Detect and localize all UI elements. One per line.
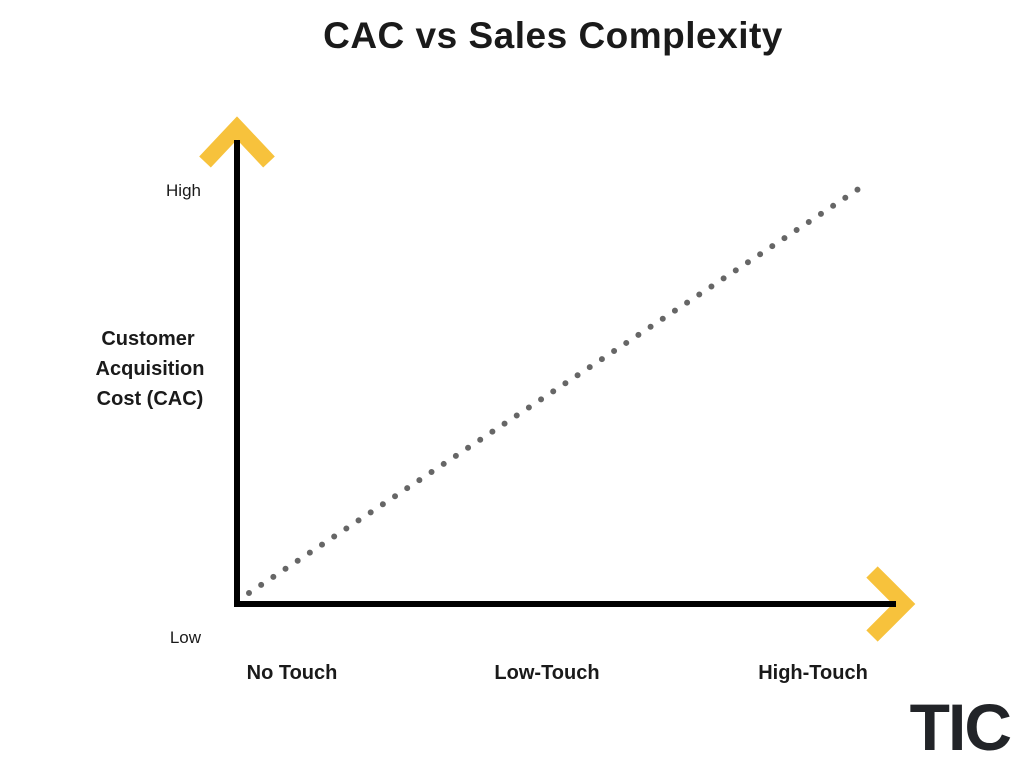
x-label: No Touch — [247, 662, 338, 684]
x-arrow-head — [866, 566, 916, 642]
y-axis-title: Cost (CAC) — [97, 388, 204, 410]
logo: TIC — [910, 690, 1011, 764]
y-low-label: Low — [170, 628, 202, 647]
title: CAC vs Sales Complexity — [323, 15, 783, 56]
y-high-label: High — [166, 181, 201, 200]
y-axis-title: Acquisition — [96, 358, 205, 380]
x-label: High-Touch — [758, 662, 868, 684]
y-arrow-head — [199, 116, 275, 168]
y-axis-title: Customer — [101, 328, 195, 350]
trend-line — [246, 185, 863, 596]
x-label: Low-Touch — [494, 662, 599, 684]
